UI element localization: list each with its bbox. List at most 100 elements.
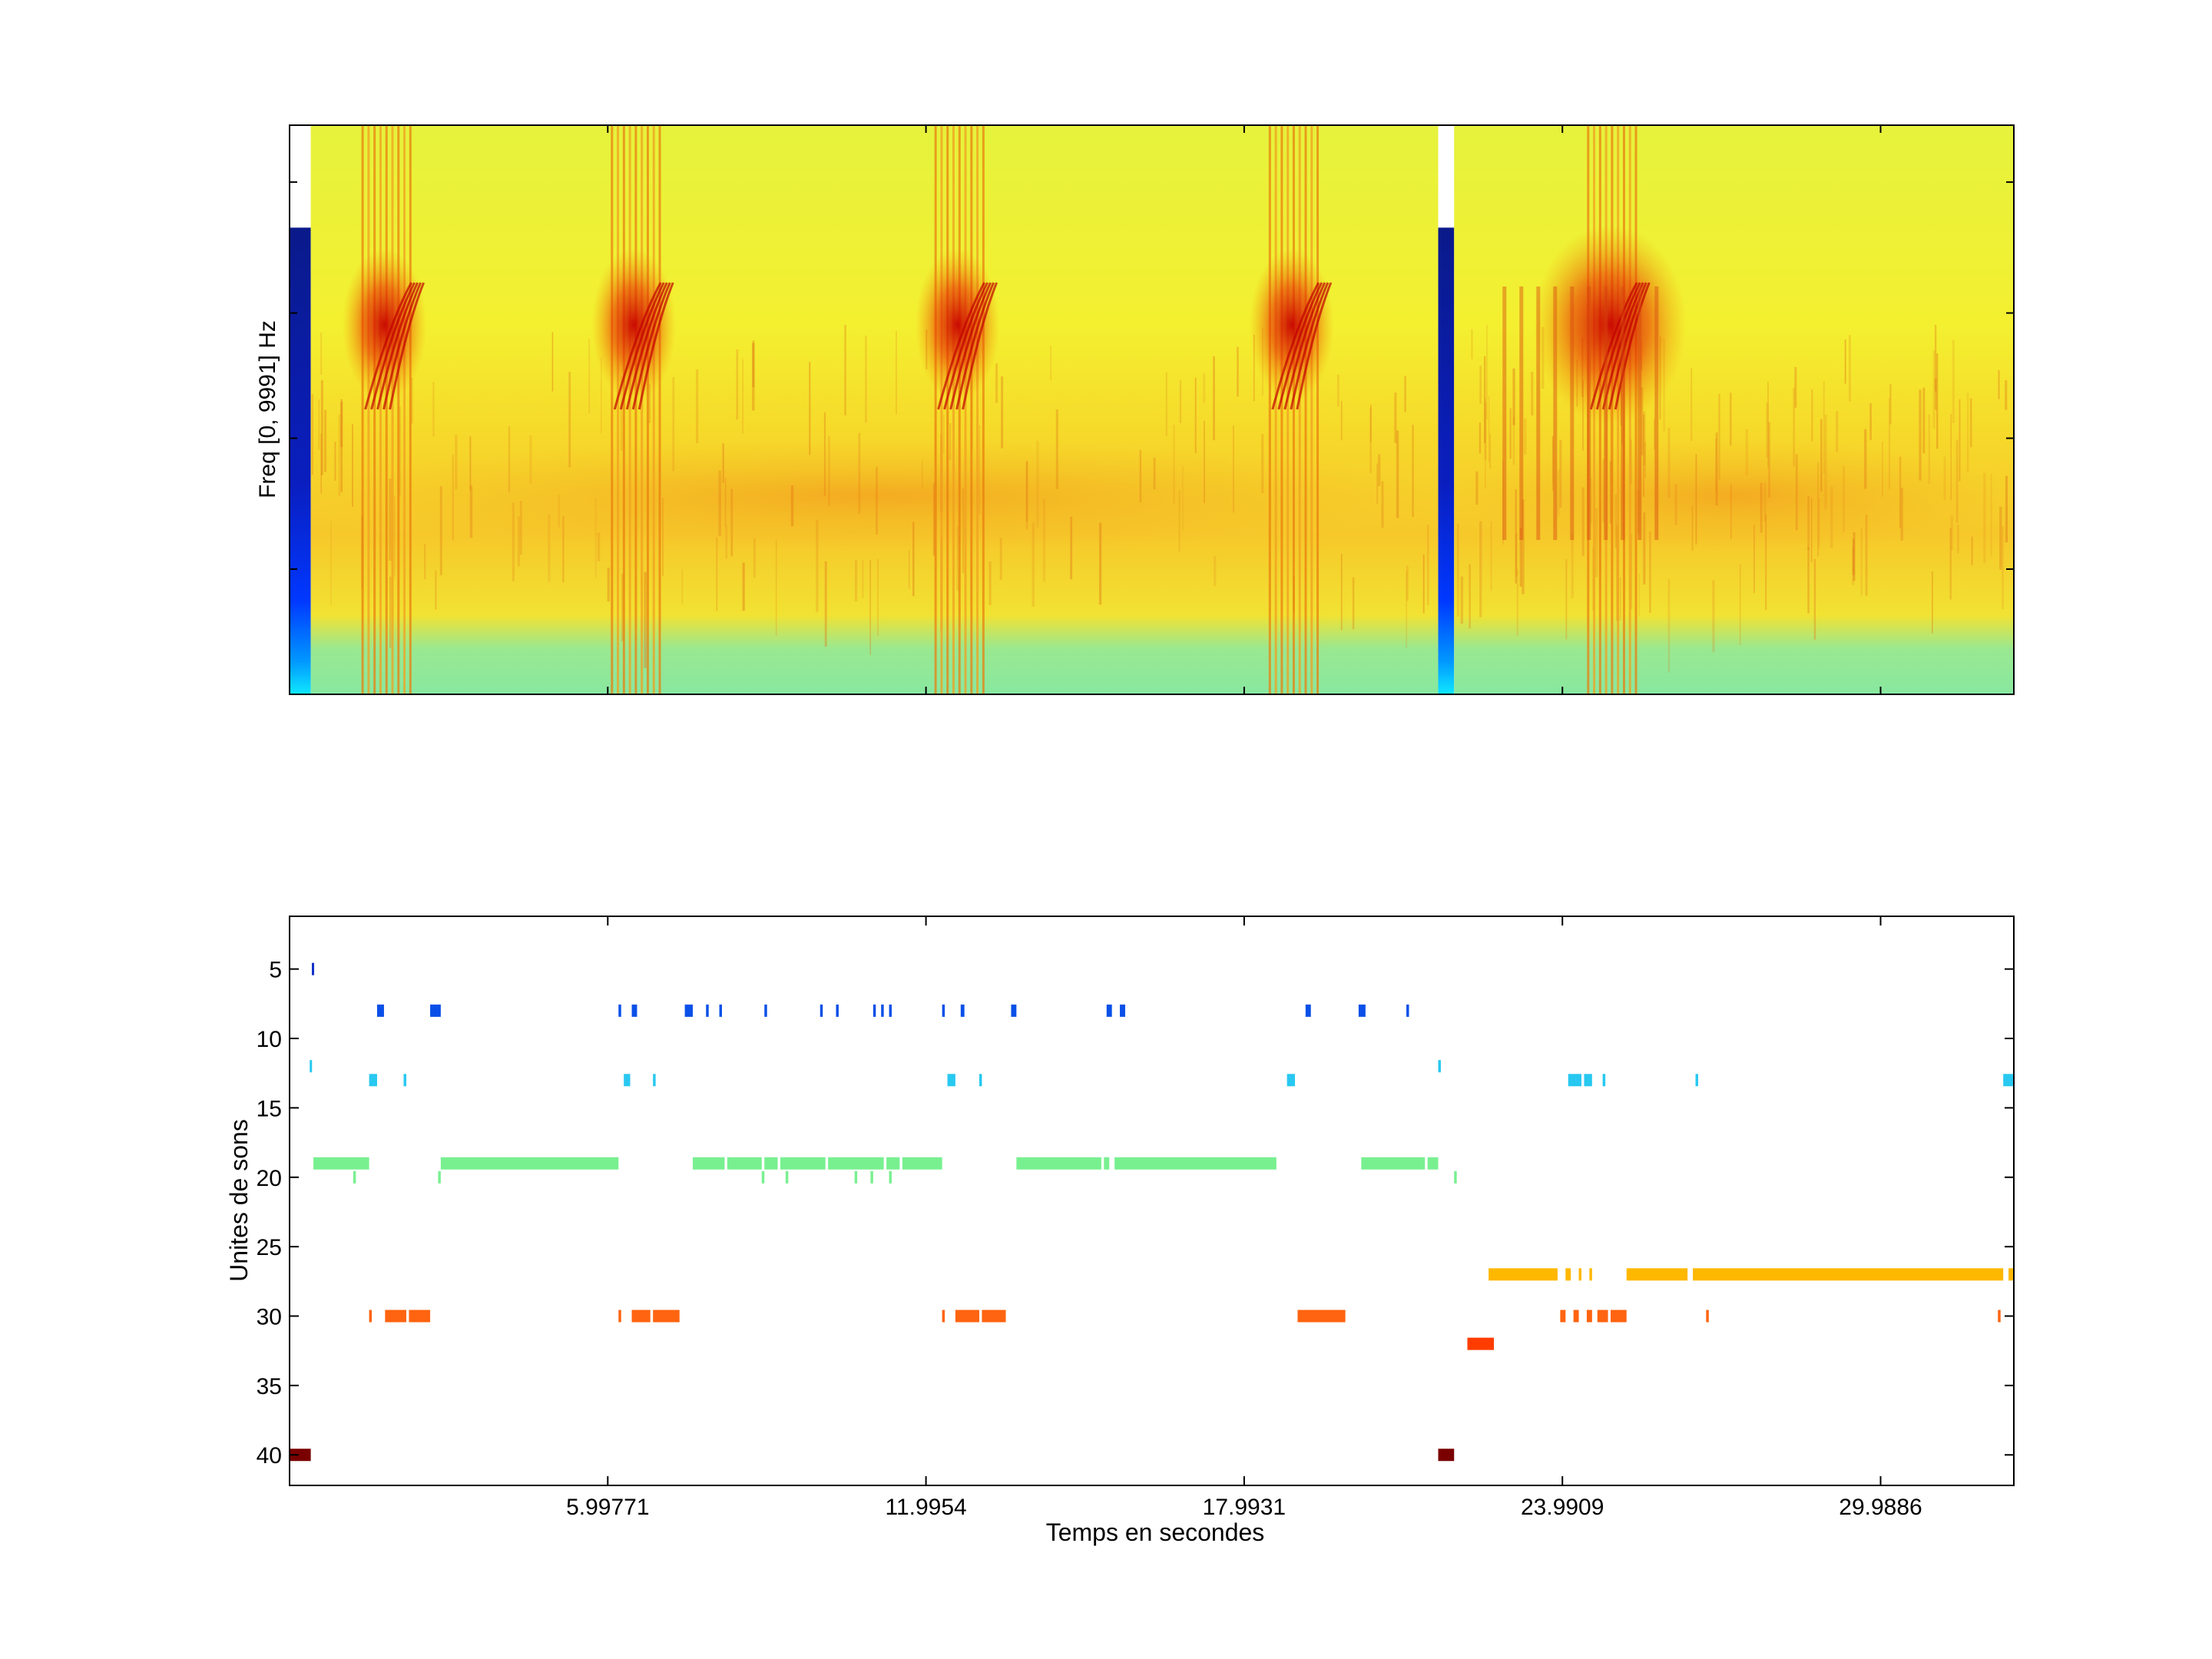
call-harmonic-line [631, 282, 671, 410]
sound-unit-segment [1120, 1004, 1125, 1017]
spectrogram-streak [1852, 538, 1855, 575]
units-y-tick-label: 15 [257, 1096, 282, 1121]
sound-unit-segment [982, 1310, 1006, 1323]
units-x-axis-label: Temps en secondes [1046, 1518, 1265, 1546]
spectrogram-streak [320, 380, 323, 475]
spectrogram-streak [1932, 571, 1933, 634]
spectrogram-streak [330, 521, 332, 605]
spectrogram-streak [620, 376, 623, 451]
sound-unit-segment [1578, 1268, 1582, 1281]
call-pulse [1536, 286, 1541, 540]
sound-unit-segment [313, 1157, 369, 1170]
sound-unit-segment [960, 1004, 965, 1017]
call-broadband-stripe [1304, 125, 1307, 694]
sound-unit-segment [1358, 1004, 1366, 1017]
call-broadband-stripe [373, 125, 376, 694]
call-harmonic-line [1277, 282, 1323, 410]
call-harmonic-line [949, 282, 992, 410]
call-broadband-stripe [628, 125, 631, 694]
call-harmonic-line [1290, 282, 1330, 410]
sound-unit-segment [979, 1074, 982, 1087]
sound-unit-segment [618, 1004, 621, 1017]
spectrogram-streak [1952, 339, 1955, 423]
units-x-tick-label: 11.9954 [885, 1495, 966, 1520]
call-harmonic-line [962, 282, 998, 410]
spectrogram-streak [432, 382, 435, 437]
call-broadband-stripe [982, 125, 985, 694]
call-broadband-stripe [385, 125, 388, 694]
spectrogram-streak [1165, 372, 1167, 436]
call-pulse [1570, 286, 1575, 540]
sound-unit-segment [1106, 1004, 1112, 1017]
spectrogram-streak [588, 339, 591, 413]
sound-unit-segment [409, 1310, 431, 1323]
spectrogram-streak [1352, 577, 1355, 630]
call-broadband-stripe [379, 125, 382, 694]
sound-unit-segment [942, 1310, 945, 1323]
spectrogram-streak [1050, 345, 1051, 381]
spectrogram-streak [1844, 339, 1846, 384]
call-broadband-stripe [403, 125, 406, 694]
spectrogram-streak [1739, 564, 1741, 645]
colorbar-white-top [290, 125, 311, 228]
call-harmonic-line [382, 282, 422, 410]
sound-unit-segment [1297, 1310, 1346, 1323]
spectrogram-streak [1516, 568, 1518, 636]
spectrogram-streak [1488, 396, 1490, 462]
call-pulse [1604, 286, 1608, 540]
spectrogram-streak [1509, 408, 1512, 459]
spectrogram-streak [1524, 418, 1527, 455]
spectrogram-streak [775, 539, 777, 636]
sound-unit-segment [624, 1074, 631, 1087]
spectrogram-streak [1404, 376, 1406, 412]
sound-unit-segment [854, 1171, 858, 1184]
sound-unit-segment [873, 1004, 876, 1017]
call-broadband-stripe [617, 125, 620, 694]
spectrogram-streak [1998, 369, 2000, 399]
units-y-tick-label: 5 [269, 958, 282, 983]
spectrogram-streak [2002, 526, 2004, 610]
spectrogram-streak [1531, 372, 1534, 416]
call-harmonic-line [370, 282, 416, 410]
spectrogram-streak [1889, 384, 1892, 425]
call-harmonic-line [1296, 282, 1333, 410]
call-broadband-stripe [1292, 125, 1295, 694]
call-pulse [1654, 286, 1659, 540]
spectrogram-streak [424, 543, 426, 580]
call-broadband-stripe [1268, 125, 1271, 694]
call-harmonic-line [619, 282, 665, 410]
units-y-tick-label: 35 [257, 1374, 282, 1399]
sound-unit-segment [1104, 1157, 1110, 1170]
sound-unit-segment [947, 1074, 955, 1087]
call-broadband-stripe [641, 125, 644, 694]
sound-unit-segment [1560, 1310, 1566, 1323]
sound-unit-segment [438, 1171, 441, 1184]
sound-unit-segment [881, 1004, 884, 1017]
spectrogram-streak [1966, 392, 1969, 472]
spectrogram-streak [1638, 574, 1641, 617]
call-pulse [1621, 286, 1625, 540]
sound-unit-segment [1016, 1157, 1101, 1170]
call-broadband-stripe [622, 125, 625, 694]
sound-unit-segment [385, 1310, 406, 1323]
call-broadband-stripe [958, 125, 961, 694]
call-pulse [1502, 286, 1507, 540]
sound-unit-segment [764, 1157, 778, 1170]
spectrogram-streak [742, 359, 743, 434]
call-broadband-stripe [1280, 125, 1283, 694]
call-broadband-stripe [652, 125, 655, 694]
units-ticks: 5.99771 11.9954 17.9931 23.9909 29.9886 5 10 15… [257, 916, 2014, 1520]
call-broadband-stripe [634, 125, 637, 694]
spectrogram-streak [1853, 532, 1856, 581]
spectrogram-streak [716, 537, 718, 611]
spectrogram-streak [1793, 387, 1795, 467]
sound-unit-segment [1011, 1004, 1017, 1017]
spectrogram-streak [816, 519, 819, 613]
sound-unit-segment [761, 1171, 765, 1184]
spectrogram-panel: Freq [0, 9991] Hz [255, 124, 2015, 695]
spectrogram-streak [1369, 404, 1372, 442]
sound-unit-segment [1693, 1268, 2004, 1281]
spectrogram-streak [869, 560, 872, 655]
sound-unit-segment [1565, 1268, 1571, 1281]
